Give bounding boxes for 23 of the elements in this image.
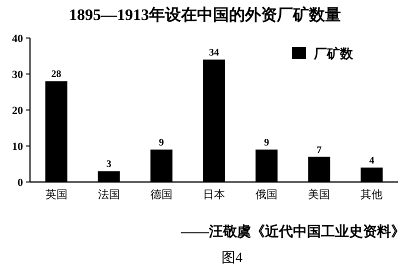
- y-tick-label: 10: [12, 141, 24, 153]
- data-label: 3: [106, 159, 112, 170]
- data-label: 9: [264, 138, 270, 149]
- x-tick-label: 俄国: [256, 189, 278, 201]
- data-label: 4: [369, 156, 374, 167]
- y-tick-label: 20: [12, 105, 24, 117]
- y-tick-label: 40: [12, 33, 24, 45]
- x-tick-label: 日本: [203, 188, 225, 201]
- x-tick-label: 其他: [360, 188, 383, 201]
- x-tick-label: 德国: [150, 189, 172, 201]
- data-label: 7: [316, 144, 322, 156]
- data-label: 9: [158, 138, 164, 149]
- y-tick-label: 0: [18, 177, 24, 189]
- x-tick-label: 美国: [308, 188, 330, 201]
- chart-title: 1895—1913年设在中国的外资厂矿数量: [69, 6, 341, 24]
- caption: 图4: [222, 251, 242, 266]
- legend-label: 厂矿数: [313, 46, 354, 61]
- x-tick-label: 法国: [98, 188, 120, 201]
- y-tick-label: 30: [12, 69, 24, 81]
- text: ——汪敬虞《近代中国工业史资料》: [180, 223, 405, 240]
- data-label: 34: [209, 48, 219, 59]
- x-tick-label: 英国: [45, 188, 68, 201]
- data-label: 28: [51, 69, 62, 80]
